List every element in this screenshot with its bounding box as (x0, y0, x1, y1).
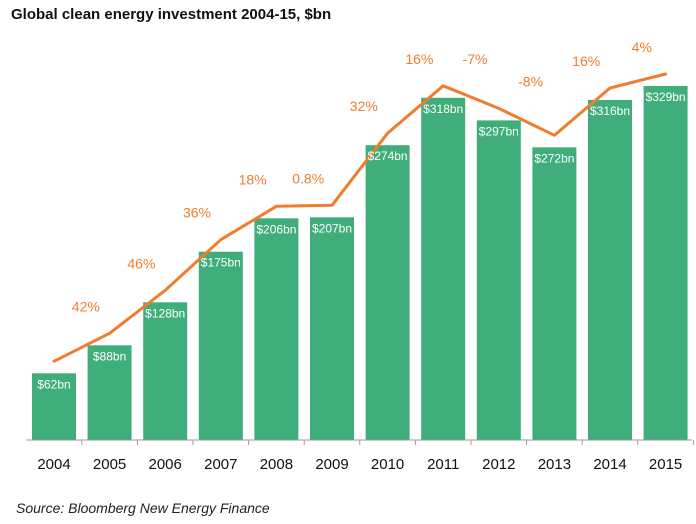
growth-label-2009: 0.8% (292, 170, 324, 186)
bar-value-label-2011: $318bn (423, 102, 463, 116)
bar-2008 (254, 218, 299, 440)
growth-label-2014: 16% (572, 53, 600, 69)
x-tick-label-2013: 2013 (538, 456, 571, 473)
bar-2004 (32, 373, 76, 440)
bar-value-label-2009: $207bn (312, 221, 352, 235)
growth-label-2008: 18% (239, 171, 267, 187)
chart-title: Global clean energy investment 2004-15, … (11, 6, 332, 23)
chart-canvas: $62bn 2004 $88bn 2005 $128bn 2006 $175bn 2007 $2… (26, 39, 694, 473)
growth-label-2015: 4% (632, 39, 652, 55)
bar-value-label-2010: $274bn (368, 149, 408, 163)
growth-label-2010: 32% (350, 98, 378, 114)
growth-label-2007: 36% (183, 205, 211, 221)
bar-value-label-2012: $297bn (479, 124, 519, 138)
x-tick-label-2007: 2007 (204, 456, 237, 473)
labels-layer: $62bn 2004 $88bn 2005 $128bn 2006 $175bn 2007 $2… (37, 39, 685, 473)
x-tick-label-2010: 2010 (371, 456, 404, 473)
x-tick-label-2008: 2008 (260, 456, 293, 473)
x-tick-label-2009: 2009 (315, 456, 348, 473)
bar-2005 (87, 345, 132, 440)
bar-value-label-2004: $62bn (37, 377, 70, 391)
growth-label-2012: -7% (463, 51, 488, 67)
growth-label-2013: -8% (518, 73, 543, 89)
bar-2012 (476, 120, 521, 441)
bar-value-label-2007: $175bn (201, 256, 241, 270)
bar-2009 (310, 217, 354, 440)
growth-line-layer (52, 72, 668, 363)
chart-source: Source: Bloomberg New Energy Finance (16, 500, 270, 516)
x-tick-label-2015: 2015 (649, 456, 682, 473)
bar-2014 (588, 100, 632, 440)
x-tick-label-2006: 2006 (149, 456, 182, 473)
growth-label-2005: 42% (72, 298, 100, 314)
x-tick-label-2014: 2014 (593, 456, 626, 473)
bar-2015 (643, 86, 688, 440)
bar-2006 (143, 302, 188, 440)
growth-line (52, 72, 668, 363)
growth-label-2011: 16% (405, 51, 433, 67)
growth-label-2006: 46% (127, 255, 155, 271)
x-tick-label-2011: 2011 (427, 456, 459, 473)
x-tick-label-2012: 2012 (482, 456, 515, 473)
bar-value-label-2005: $88bn (93, 349, 126, 363)
bar-2013 (532, 147, 577, 441)
bar-2011 (421, 97, 466, 441)
bar-value-label-2006: $128bn (145, 306, 185, 320)
bar-value-label-2014: $316bn (590, 104, 630, 118)
bar-2007 (198, 251, 243, 440)
bar-2010 (365, 145, 410, 440)
bar-value-label-2008: $206bn (256, 222, 296, 236)
bar-value-label-2015: $329bn (646, 90, 686, 104)
bars-layer (32, 86, 694, 445)
x-tick-label-2005: 2005 (93, 456, 126, 473)
bar-value-label-2013: $272bn (534, 151, 574, 165)
x-tick-label-2004: 2004 (37, 456, 70, 473)
